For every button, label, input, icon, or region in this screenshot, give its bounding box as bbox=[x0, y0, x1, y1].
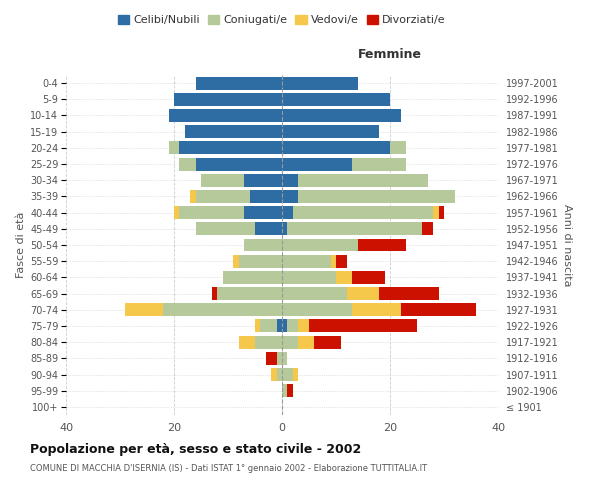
Bar bbox=[282, 93, 390, 106]
Y-axis label: Anni di nascita: Anni di nascita bbox=[562, 204, 572, 286]
Bar bbox=[201, 174, 244, 186]
Bar bbox=[390, 142, 406, 154]
Bar bbox=[298, 174, 428, 186]
Bar bbox=[282, 320, 287, 332]
Bar bbox=[282, 142, 390, 154]
Bar bbox=[298, 320, 309, 332]
Bar bbox=[287, 222, 422, 235]
Legend: Celibi/Nubili, Coniugati/e, Vedovi/e, Divorziati/e: Celibi/Nubili, Coniugati/e, Vedovi/e, Di… bbox=[114, 10, 450, 30]
Bar bbox=[287, 384, 293, 397]
Bar bbox=[282, 368, 293, 381]
Bar bbox=[282, 287, 347, 300]
Bar bbox=[277, 352, 282, 365]
Bar bbox=[352, 271, 385, 284]
Bar bbox=[169, 109, 282, 122]
Bar bbox=[282, 125, 379, 138]
Bar bbox=[331, 254, 336, 268]
Bar bbox=[293, 368, 298, 381]
Text: Popolazione per età, sesso e stato civile - 2002: Popolazione per età, sesso e stato civil… bbox=[30, 442, 361, 456]
Bar bbox=[314, 336, 341, 348]
Bar bbox=[422, 222, 433, 235]
Bar bbox=[190, 190, 196, 203]
Bar bbox=[174, 93, 282, 106]
Bar bbox=[163, 304, 282, 316]
Bar bbox=[282, 190, 298, 203]
Bar bbox=[260, 320, 277, 332]
Bar bbox=[352, 158, 406, 170]
Bar bbox=[244, 206, 282, 219]
Bar bbox=[298, 336, 314, 348]
Bar bbox=[266, 352, 277, 365]
Bar bbox=[233, 254, 239, 268]
Bar bbox=[277, 368, 282, 381]
Bar bbox=[309, 320, 417, 332]
Bar bbox=[185, 125, 282, 138]
Text: Femmine: Femmine bbox=[358, 48, 422, 62]
Bar bbox=[255, 336, 282, 348]
Bar bbox=[282, 271, 336, 284]
Bar bbox=[277, 320, 282, 332]
Bar bbox=[169, 142, 179, 154]
Bar bbox=[239, 254, 282, 268]
Bar bbox=[282, 76, 358, 90]
Bar bbox=[223, 271, 282, 284]
Bar bbox=[439, 206, 444, 219]
Bar bbox=[293, 206, 433, 219]
Bar bbox=[282, 384, 287, 397]
Bar bbox=[196, 76, 282, 90]
Bar bbox=[244, 174, 282, 186]
Bar bbox=[244, 238, 282, 252]
Bar bbox=[179, 142, 282, 154]
Bar bbox=[433, 206, 439, 219]
Bar bbox=[282, 304, 352, 316]
Bar bbox=[379, 287, 439, 300]
Bar bbox=[401, 304, 476, 316]
Bar bbox=[271, 368, 277, 381]
Bar bbox=[217, 287, 282, 300]
Bar bbox=[287, 320, 298, 332]
Bar bbox=[250, 190, 282, 203]
Y-axis label: Fasce di età: Fasce di età bbox=[16, 212, 26, 278]
Bar bbox=[282, 352, 287, 365]
Bar bbox=[282, 158, 352, 170]
Bar bbox=[125, 304, 163, 316]
Bar bbox=[298, 190, 455, 203]
Bar bbox=[282, 336, 298, 348]
Bar bbox=[336, 254, 347, 268]
Bar bbox=[336, 271, 352, 284]
Bar bbox=[179, 206, 244, 219]
Bar bbox=[196, 222, 255, 235]
Bar bbox=[174, 206, 179, 219]
Bar bbox=[352, 304, 401, 316]
Bar bbox=[179, 158, 196, 170]
Bar bbox=[282, 206, 293, 219]
Text: COMUNE DI MACCHIA D'ISERNIA (IS) - Dati ISTAT 1° gennaio 2002 - Elaborazione TUT: COMUNE DI MACCHIA D'ISERNIA (IS) - Dati … bbox=[30, 464, 427, 473]
Bar bbox=[196, 158, 282, 170]
Bar bbox=[282, 238, 358, 252]
Bar bbox=[239, 336, 255, 348]
Bar bbox=[358, 238, 406, 252]
Bar bbox=[282, 222, 287, 235]
Bar bbox=[255, 222, 282, 235]
Bar bbox=[282, 174, 298, 186]
Bar bbox=[282, 109, 401, 122]
Bar bbox=[212, 287, 217, 300]
Bar bbox=[196, 190, 250, 203]
Bar bbox=[255, 320, 260, 332]
Bar bbox=[282, 254, 331, 268]
Bar bbox=[347, 287, 379, 300]
